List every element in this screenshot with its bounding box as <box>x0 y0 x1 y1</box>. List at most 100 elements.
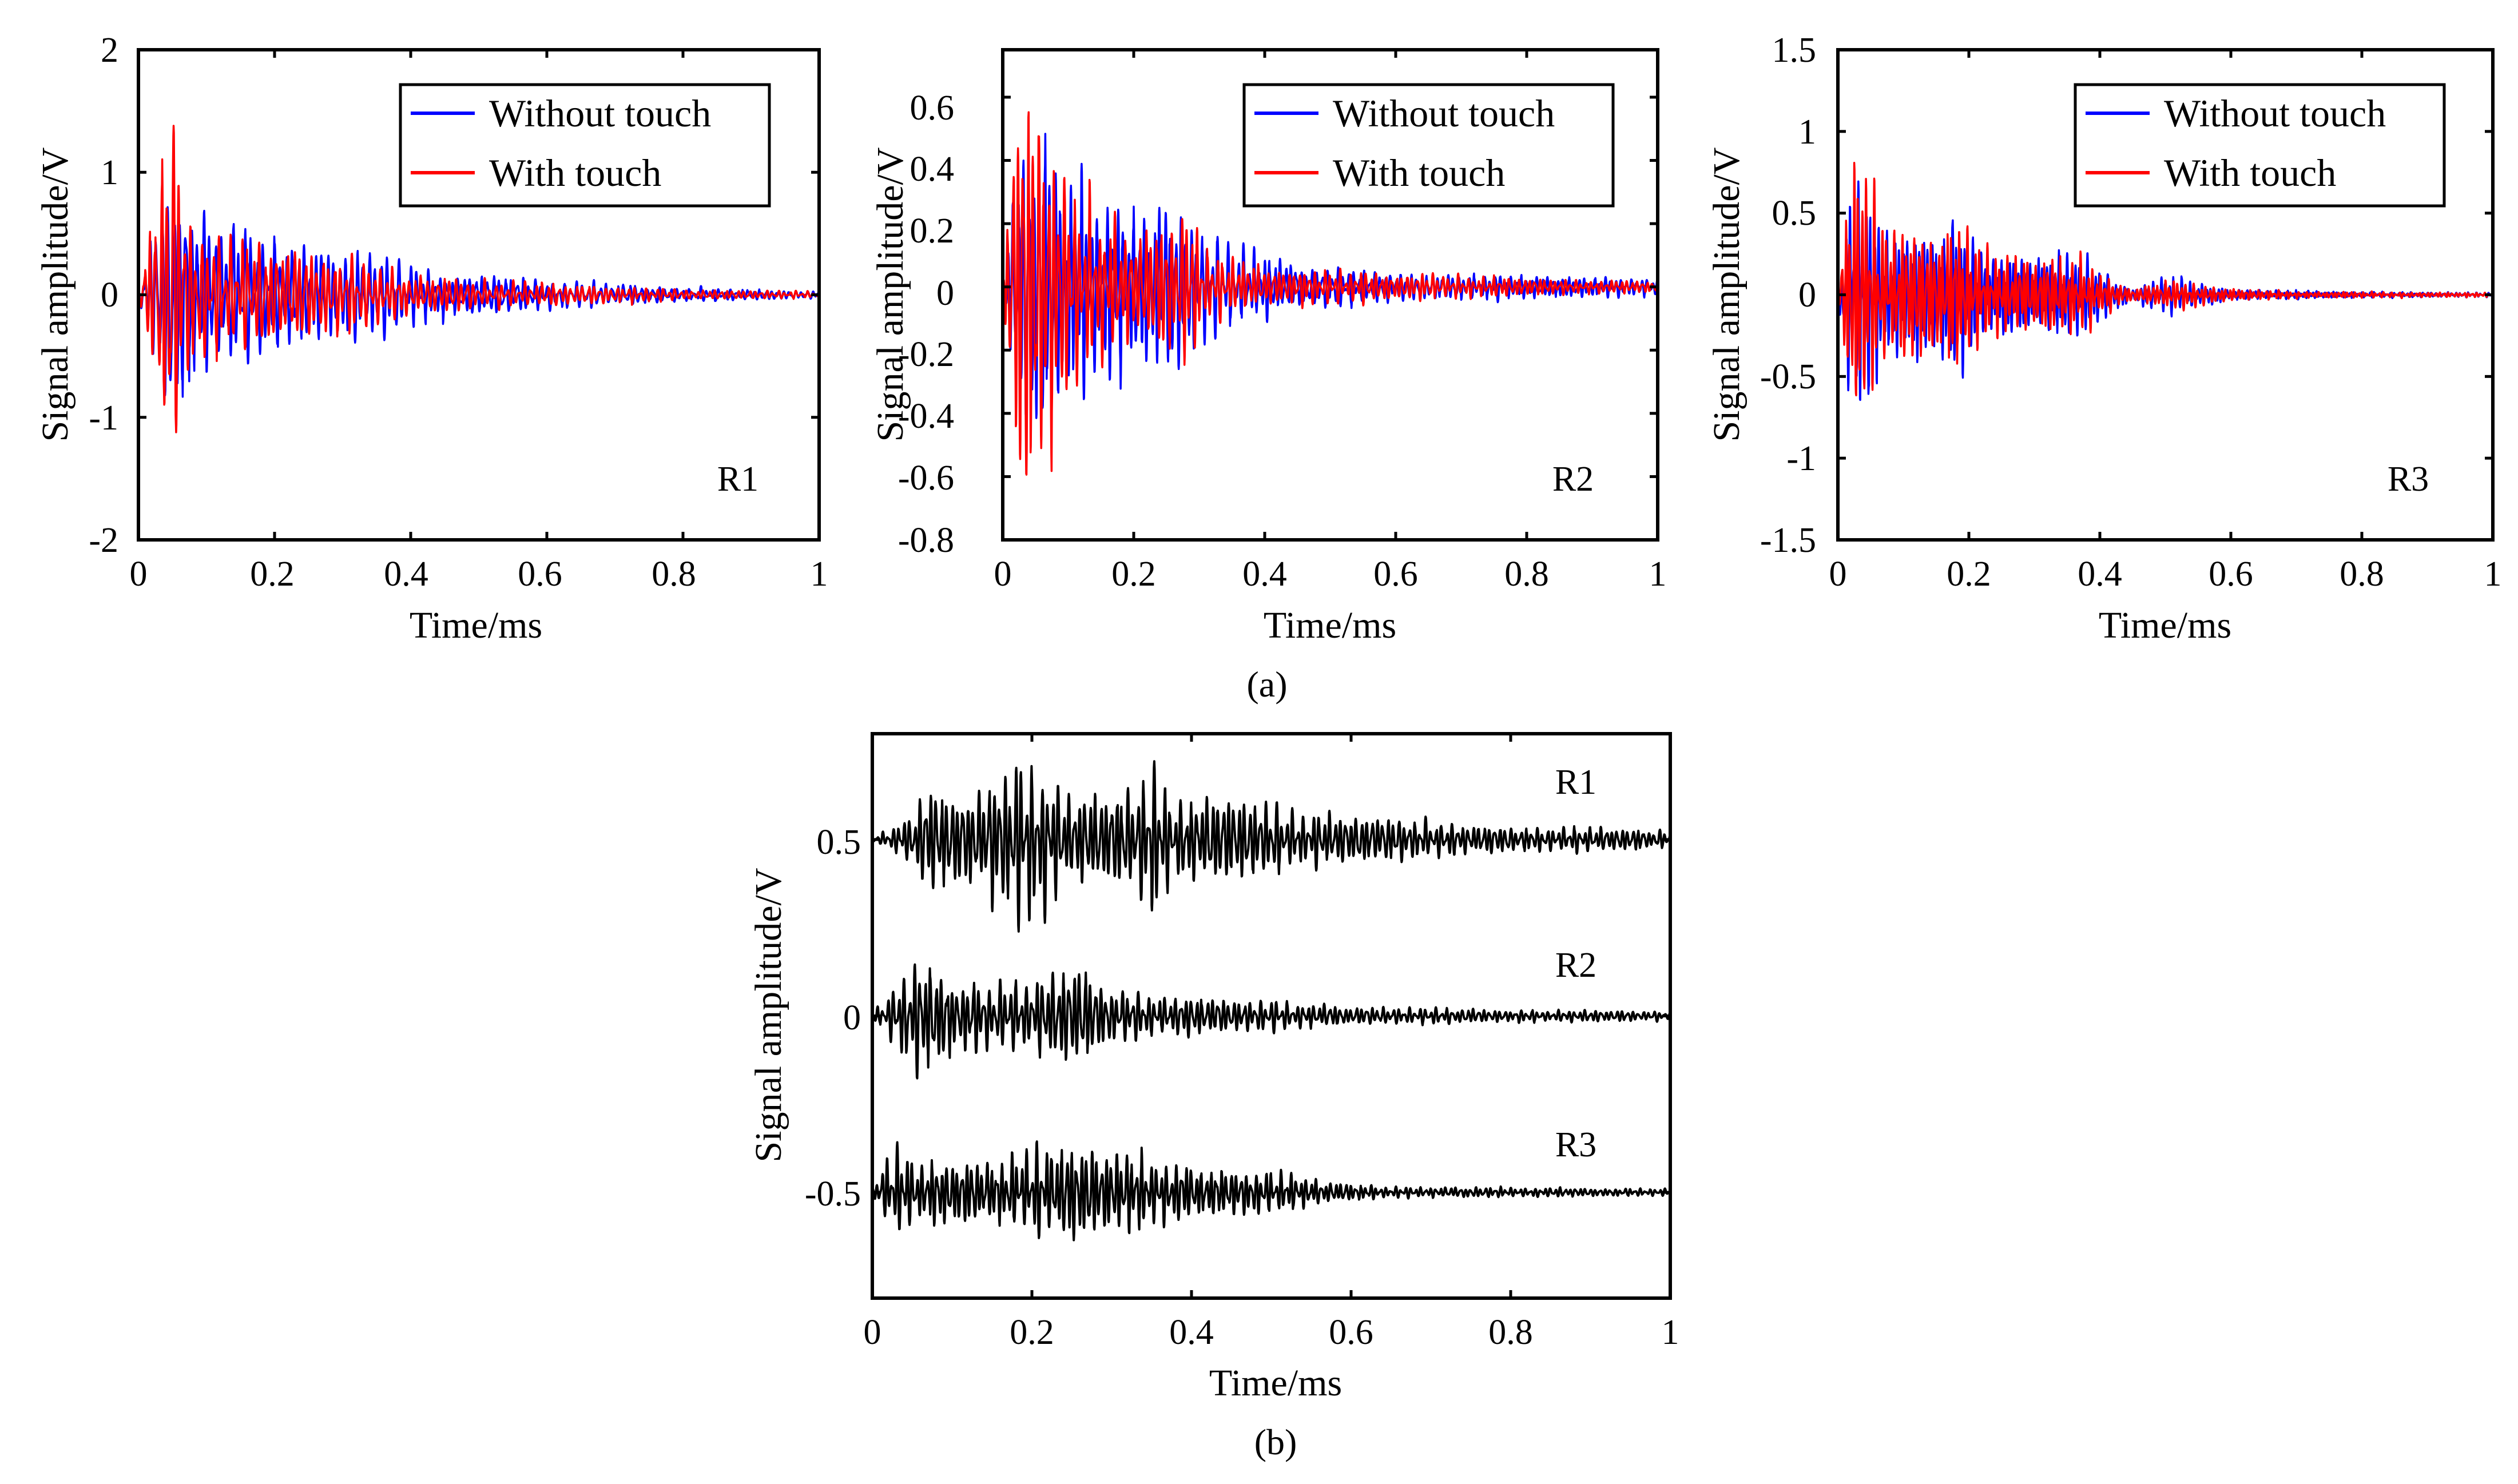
caption-a: (a) <box>1246 664 1287 705</box>
y-tick-label: 0.4 <box>910 150 955 189</box>
x-tick-label: 0.2 <box>1010 1313 1054 1352</box>
x-tick-label: 0.4 <box>384 555 428 594</box>
legend-label-with-touch: With touch <box>1333 151 1505 194</box>
y-tick-labels-r1: 2 1 0 -1 -2 <box>89 31 118 560</box>
x-tick-labels-r2: 0 0.2 0.4 0.6 0.8 1 <box>994 555 1667 594</box>
y-tick-label: -0.8 <box>898 521 954 560</box>
x-tick-label: 0.4 <box>1169 1313 1214 1352</box>
series-line-without-touch <box>138 206 819 398</box>
receiver-tag-r1: R1 <box>717 460 758 499</box>
chart-difference-signals: 0.5 0 -0.5 0 0.2 0.4 0.6 0.8 1 Time/ms S… <box>748 732 1679 1404</box>
y-tick-label: 1 <box>1798 113 1816 152</box>
series-layer-r1 <box>138 125 819 433</box>
y-tick-label: -0.5 <box>805 1175 861 1214</box>
y-tick-label: 1.5 <box>1772 31 1817 70</box>
x-tick-label: 0.4 <box>1242 555 1287 594</box>
y-tick-label: 0 <box>843 998 861 1037</box>
caption-b: (b) <box>1254 1422 1297 1462</box>
y-tick-label: 2 <box>101 31 118 70</box>
series-layer-r2 <box>1003 111 1658 476</box>
y-axis-title-r3: Signal amplitude/V <box>1706 147 1747 441</box>
x-axis-title-r3: Time/ms <box>2099 604 2231 646</box>
receiver-tag-r3: R3 <box>2388 460 2429 499</box>
x-axis-title-r1: Time/ms <box>410 604 542 646</box>
x-tick-label: 0.2 <box>1111 555 1156 594</box>
legend-r3: Without touch With touch <box>2074 83 2446 208</box>
y-tick-label: -1 <box>89 399 118 437</box>
x-tick-label: 0.8 <box>1504 555 1549 594</box>
y-tick-labels-r2: 0.6 0.4 0.2 0 -0.2 -0.4 -0.6 -0.8 <box>898 89 954 560</box>
y-axis-title-difference: Signal amplitude/V <box>748 868 789 1162</box>
x-tick-label: 0 <box>864 1313 881 1352</box>
x-tick-label: 0.8 <box>652 555 696 594</box>
x-tick-label: 1 <box>811 555 828 594</box>
plot-frame-r1 <box>137 48 821 542</box>
legend-box <box>1242 83 1615 208</box>
y-tick-label: 0 <box>101 276 118 315</box>
y-tick-label: -0.5 <box>1760 357 1816 396</box>
legend-box <box>399 83 771 208</box>
receiver-tag-r2: R2 <box>1552 460 1594 499</box>
y-tick-label: -0.6 <box>898 459 954 498</box>
y-tick-label: -2 <box>89 521 118 560</box>
x-tick-label: 0.8 <box>1488 1313 1533 1352</box>
receiver-tag-r2: R2 <box>1555 946 1596 985</box>
y-tick-label: -1 <box>1786 439 1816 478</box>
x-tick-labels-difference: 0 0.2 0.4 0.6 0.8 1 <box>864 1313 1679 1352</box>
plot-frame-r2 <box>1001 48 1659 542</box>
chart-r2-comparison: 0.6 0.4 0.2 0 -0.2 -0.4 -0.6 -0.8 0 0.2 … <box>869 48 1667 646</box>
legend-label-with-touch: With touch <box>2164 151 2336 194</box>
series-line-with-touch <box>1003 111 1658 476</box>
x-tick-label: 0.6 <box>2209 555 2253 594</box>
series-layer-r3 <box>1838 162 2493 401</box>
x-axis-title-r2: Time/ms <box>1264 604 1396 646</box>
series-line-with-touch <box>1838 162 2493 397</box>
x-tick-labels-r1: 0 0.2 0.4 0.6 0.8 1 <box>130 555 828 594</box>
y-tick-label: 0.5 <box>817 823 861 862</box>
x-tick-label: 0 <box>130 555 148 594</box>
y-tick-label: 0.5 <box>1772 194 1817 233</box>
y-tick-label: 0.6 <box>910 89 955 128</box>
series-line-r1 <box>872 760 1670 933</box>
x-tick-label: 0.6 <box>1373 555 1418 594</box>
y-tick-labels-difference: 0.5 0 -0.5 <box>805 823 861 1214</box>
legend-label-without-touch: Without touch <box>1333 91 1555 135</box>
legend-label-with-touch: With touch <box>489 151 661 194</box>
series-layer-difference <box>872 760 1670 1242</box>
x-tick-label: 0.2 <box>250 555 295 594</box>
legend-box <box>2074 83 2446 208</box>
x-tick-label: 0.8 <box>2340 555 2384 594</box>
x-tick-label: 0.2 <box>1947 555 1991 594</box>
x-tick-label: 0 <box>994 555 1012 594</box>
y-tick-label: 0 <box>1798 276 1816 315</box>
series-line-with-touch <box>138 125 819 433</box>
legend-r2: Without touch With touch <box>1242 83 1615 208</box>
y-tick-labels-r3: 1.5 1 0.5 0 -0.5 -1 -1.5 <box>1760 31 1816 560</box>
y-tick-label: 0 <box>936 274 954 313</box>
y-axis-title-r1: Signal amplitude/V <box>34 147 76 441</box>
x-axis-title-difference: Time/ms <box>1209 1362 1342 1404</box>
x-tick-label: 0.6 <box>518 555 562 594</box>
y-tick-label: -0.4 <box>898 397 954 436</box>
legend-r1: Without touch With touch <box>399 83 771 208</box>
y-tick-label: -0.2 <box>898 335 954 374</box>
receiver-tag-r1: R1 <box>1555 763 1596 802</box>
series-line-r3 <box>872 1140 1670 1242</box>
receiver-tag-r3: R3 <box>1555 1125 1596 1164</box>
y-axis-title-r2: Signal amplitude/V <box>869 147 911 441</box>
x-tick-label: 0.4 <box>2078 555 2122 594</box>
x-tick-label: 1 <box>2484 555 2502 594</box>
plot-frame-r3 <box>1836 48 2495 542</box>
y-tick-label: -1.5 <box>1760 521 1816 560</box>
legend-label-without-touch: Without touch <box>2164 91 2386 135</box>
legend-label-without-touch: Without touch <box>489 91 711 135</box>
x-tick-label: 1 <box>1649 555 1667 594</box>
x-tick-label: 0.6 <box>1329 1313 1373 1352</box>
series-line-r2 <box>872 963 1670 1080</box>
chart-r3-comparison: 1.5 1 0.5 0 -0.5 -1 -1.5 0 0.2 0.4 0.6 0… <box>1706 31 2502 646</box>
y-tick-label: 1 <box>101 153 118 192</box>
plot-frame-difference <box>871 732 1672 1300</box>
x-tick-labels-r3: 0 0.2 0.4 0.6 0.8 1 <box>1829 555 2502 594</box>
x-tick-label: 1 <box>1662 1313 1679 1352</box>
